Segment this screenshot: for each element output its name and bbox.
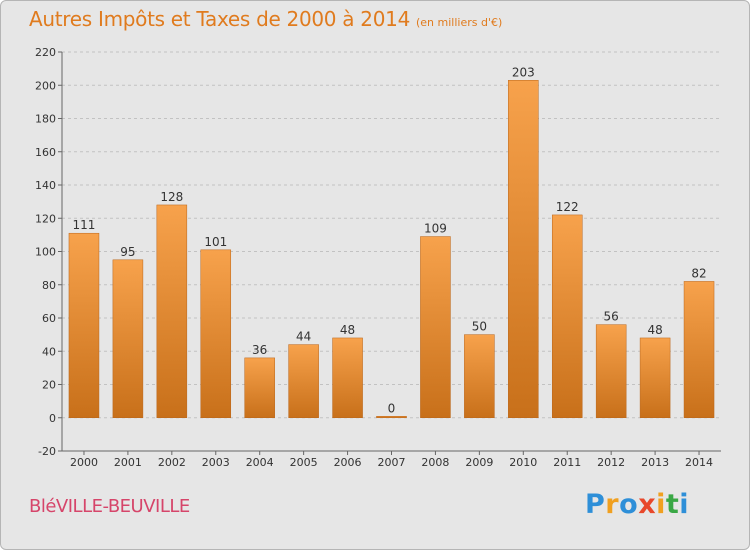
y-tick-label: 220 (35, 46, 56, 59)
y-tick-label: 140 (35, 179, 56, 192)
logo-letter: x (638, 489, 657, 520)
logo-letter: i (679, 489, 690, 520)
x-tick-label: 2012 (597, 456, 625, 469)
x-tick-label: 2009 (465, 456, 493, 469)
x-tick-label: 2005 (290, 456, 318, 469)
bar (376, 416, 407, 418)
bar (595, 324, 627, 418)
y-tick-label: -20 (38, 445, 56, 458)
bar-value-label: 50 (472, 320, 487, 334)
bar-value-label: 95 (120, 245, 135, 259)
bar (420, 236, 451, 418)
bar (156, 204, 188, 418)
bar-value-label: 56 (604, 310, 619, 324)
proxiti-logo: Proxiti (585, 489, 689, 520)
y-tick-label: 100 (35, 246, 56, 259)
bar-value-label: 82 (691, 266, 706, 280)
x-tick-label: 2011 (553, 456, 581, 469)
y-tick-label: 0 (49, 412, 56, 425)
x-tick-label: 2004 (246, 456, 274, 469)
logo-letter: r (605, 489, 620, 520)
bar (639, 337, 671, 419)
bar (68, 232, 100, 418)
x-tick-label: 2003 (202, 456, 230, 469)
bar-value-label: 36 (252, 343, 267, 357)
bar (332, 337, 363, 419)
logo-letter: P (585, 489, 606, 520)
chart-unit: (en milliers d'€) (416, 16, 503, 29)
bar (551, 214, 583, 418)
bar-value-label: 48 (340, 323, 355, 337)
x-tick-label: 2014 (685, 456, 713, 469)
bar (508, 80, 539, 418)
bar-value-label: 203 (512, 65, 535, 79)
logo-letter: t (665, 489, 680, 520)
city-name: BléVILLE-BEUVILLE (29, 496, 190, 517)
bar (200, 249, 232, 418)
x-tick-label: 2008 (421, 456, 449, 469)
y-tick-label: 80 (42, 279, 56, 292)
y-tick-label: 40 (42, 345, 56, 358)
bar-value-label: 122 (556, 200, 579, 214)
y-tick-label: 160 (35, 146, 56, 159)
bar-value-label: 0 (388, 401, 396, 415)
x-tick-label: 2000 (70, 456, 98, 469)
y-tick-label: 180 (35, 113, 56, 126)
bar-value-label: 111 (73, 218, 96, 232)
x-tick-label: 2013 (641, 456, 669, 469)
y-tick-label: 60 (42, 312, 56, 325)
y-tick-label: 200 (35, 79, 56, 92)
logo-letter: i (656, 489, 666, 520)
logo-letter: o (619, 489, 639, 520)
chart-title-text: Autres Impôts et Taxes de 2000 à 2014 (29, 7, 410, 31)
x-tick-label: 2006 (334, 456, 362, 469)
y-tick-label: 120 (35, 212, 56, 225)
bar (683, 281, 715, 418)
x-tick-label: 2007 (378, 456, 406, 469)
bar (112, 259, 144, 418)
bar-value-label: 101 (204, 235, 227, 249)
chart-title: Autres Impôts et Taxes de 2000 à 2014 (en… (29, 7, 502, 31)
y-tick-label: 20 (42, 379, 56, 392)
bar (464, 334, 495, 418)
bar-value-label: 44 (296, 330, 311, 344)
bar (288, 344, 319, 419)
x-tick-label: 2001 (114, 456, 142, 469)
x-tick-label: 2002 (158, 456, 186, 469)
bar-value-label: 48 (647, 323, 662, 337)
bar-value-label: 128 (160, 190, 183, 204)
x-tick-label: 2010 (509, 456, 537, 469)
bar (244, 357, 275, 418)
bar-value-label: 109 (424, 222, 447, 236)
